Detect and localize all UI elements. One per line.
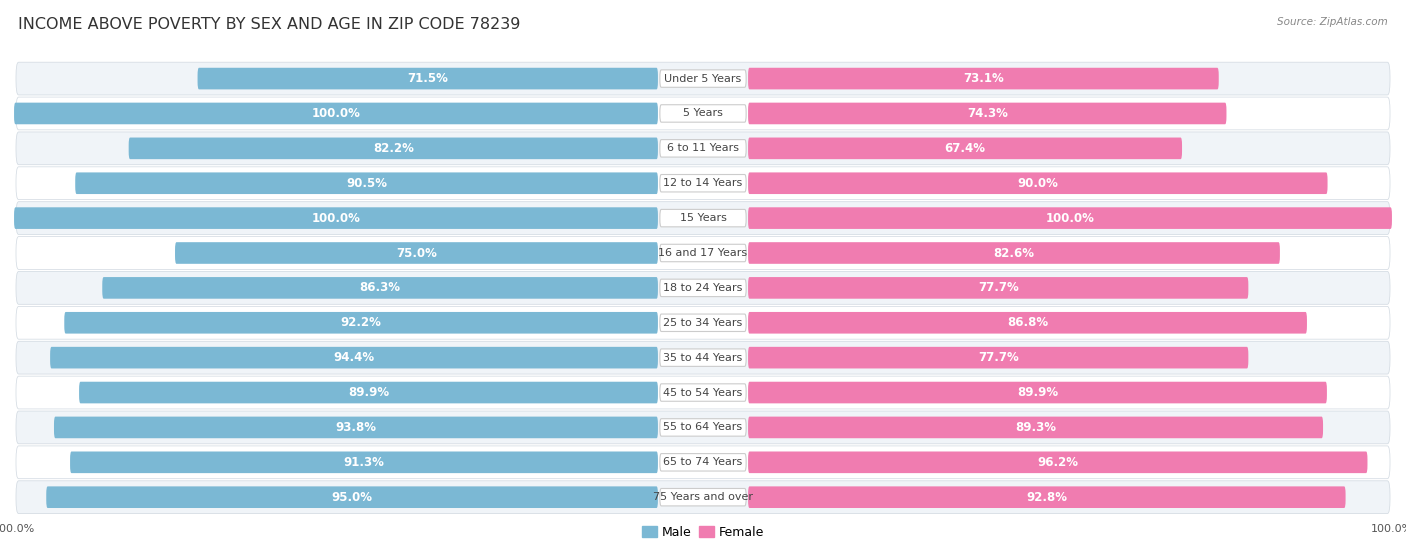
FancyBboxPatch shape (15, 97, 1391, 130)
FancyBboxPatch shape (659, 174, 747, 192)
Text: 92.2%: 92.2% (340, 316, 381, 329)
FancyBboxPatch shape (659, 384, 747, 401)
Text: Source: ZipAtlas.com: Source: ZipAtlas.com (1277, 17, 1388, 27)
Text: 92.8%: 92.8% (1026, 491, 1067, 504)
Text: 73.1%: 73.1% (963, 72, 1004, 85)
Text: 12 to 14 Years: 12 to 14 Years (664, 178, 742, 188)
Text: INCOME ABOVE POVERTY BY SEX AND AGE IN ZIP CODE 78239: INCOME ABOVE POVERTY BY SEX AND AGE IN Z… (18, 17, 520, 32)
FancyBboxPatch shape (15, 167, 1391, 200)
Text: 74.3%: 74.3% (967, 107, 1008, 120)
Text: 67.4%: 67.4% (945, 142, 986, 155)
FancyBboxPatch shape (15, 481, 1391, 514)
FancyBboxPatch shape (14, 103, 658, 124)
FancyBboxPatch shape (15, 341, 1391, 374)
Text: 86.8%: 86.8% (1007, 316, 1047, 329)
FancyBboxPatch shape (748, 68, 1219, 89)
FancyBboxPatch shape (15, 446, 1391, 479)
FancyBboxPatch shape (15, 202, 1391, 235)
Text: 100.0%: 100.0% (1046, 212, 1094, 225)
FancyBboxPatch shape (748, 312, 1308, 334)
Text: 94.4%: 94.4% (333, 351, 374, 364)
FancyBboxPatch shape (129, 138, 658, 159)
FancyBboxPatch shape (748, 138, 1182, 159)
FancyBboxPatch shape (748, 347, 1249, 368)
FancyBboxPatch shape (659, 419, 747, 436)
Text: 90.0%: 90.0% (1018, 177, 1059, 190)
Text: 82.6%: 82.6% (994, 247, 1035, 259)
FancyBboxPatch shape (14, 207, 658, 229)
Text: 75.0%: 75.0% (396, 247, 437, 259)
Text: 89.9%: 89.9% (347, 386, 389, 399)
FancyBboxPatch shape (70, 452, 658, 473)
Text: 96.2%: 96.2% (1038, 456, 1078, 469)
FancyBboxPatch shape (103, 277, 658, 299)
Text: 65 to 74 Years: 65 to 74 Years (664, 457, 742, 467)
Text: 6 to 11 Years: 6 to 11 Years (666, 143, 740, 153)
FancyBboxPatch shape (659, 105, 747, 122)
Text: 86.3%: 86.3% (360, 281, 401, 295)
FancyBboxPatch shape (15, 376, 1391, 409)
FancyBboxPatch shape (659, 349, 747, 366)
FancyBboxPatch shape (748, 452, 1368, 473)
Text: 82.2%: 82.2% (373, 142, 413, 155)
Text: 100.0%: 100.0% (312, 107, 360, 120)
Text: 89.3%: 89.3% (1015, 421, 1056, 434)
Text: 93.8%: 93.8% (336, 421, 377, 434)
Text: Under 5 Years: Under 5 Years (665, 74, 741, 84)
FancyBboxPatch shape (659, 453, 747, 471)
Text: 15 Years: 15 Years (679, 213, 727, 223)
FancyBboxPatch shape (748, 277, 1249, 299)
FancyBboxPatch shape (15, 272, 1391, 304)
Text: 35 to 44 Years: 35 to 44 Years (664, 353, 742, 363)
Text: 55 to 64 Years: 55 to 64 Years (664, 423, 742, 433)
FancyBboxPatch shape (659, 489, 747, 506)
Text: 100.0%: 100.0% (312, 212, 360, 225)
FancyBboxPatch shape (659, 279, 747, 297)
Text: 71.5%: 71.5% (408, 72, 449, 85)
FancyBboxPatch shape (46, 486, 658, 508)
FancyBboxPatch shape (15, 411, 1391, 444)
FancyBboxPatch shape (76, 172, 658, 194)
FancyBboxPatch shape (198, 68, 658, 89)
FancyBboxPatch shape (748, 486, 1346, 508)
Text: 25 to 34 Years: 25 to 34 Years (664, 318, 742, 328)
FancyBboxPatch shape (748, 242, 1279, 264)
Text: 90.5%: 90.5% (346, 177, 387, 190)
FancyBboxPatch shape (15, 132, 1391, 165)
FancyBboxPatch shape (659, 140, 747, 157)
Text: 75 Years and over: 75 Years and over (652, 492, 754, 502)
FancyBboxPatch shape (79, 382, 658, 404)
Legend: Male, Female: Male, Female (637, 521, 769, 544)
FancyBboxPatch shape (51, 347, 658, 368)
FancyBboxPatch shape (659, 70, 747, 87)
FancyBboxPatch shape (15, 306, 1391, 339)
FancyBboxPatch shape (748, 382, 1327, 404)
FancyBboxPatch shape (174, 242, 658, 264)
FancyBboxPatch shape (659, 210, 747, 227)
FancyBboxPatch shape (748, 172, 1327, 194)
FancyBboxPatch shape (53, 416, 658, 438)
Text: 18 to 24 Years: 18 to 24 Years (664, 283, 742, 293)
Text: 77.7%: 77.7% (977, 281, 1018, 295)
FancyBboxPatch shape (65, 312, 658, 334)
FancyBboxPatch shape (748, 103, 1226, 124)
Text: 5 Years: 5 Years (683, 108, 723, 119)
Text: 45 to 54 Years: 45 to 54 Years (664, 387, 742, 397)
FancyBboxPatch shape (15, 62, 1391, 95)
FancyBboxPatch shape (659, 314, 747, 331)
Text: 91.3%: 91.3% (343, 456, 384, 469)
Text: 16 and 17 Years: 16 and 17 Years (658, 248, 748, 258)
Text: 89.9%: 89.9% (1017, 386, 1059, 399)
FancyBboxPatch shape (748, 207, 1392, 229)
FancyBboxPatch shape (15, 236, 1391, 269)
FancyBboxPatch shape (748, 416, 1323, 438)
Text: 77.7%: 77.7% (977, 351, 1018, 364)
Text: 95.0%: 95.0% (332, 491, 373, 504)
FancyBboxPatch shape (659, 244, 747, 262)
